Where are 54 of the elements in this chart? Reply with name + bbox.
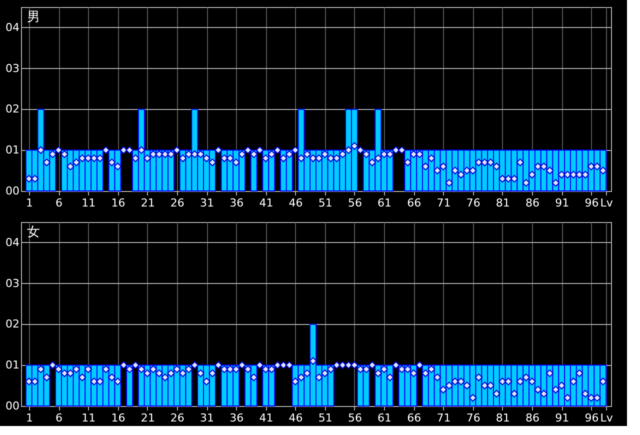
x-tick-label: 6	[56, 412, 63, 424]
x-tick-label: 26	[170, 196, 184, 210]
y-tick-label: 00	[6, 184, 20, 198]
x-tick-label: 71	[436, 412, 451, 424]
chart-title: 女	[27, 225, 40, 240]
y-tick-label: 02	[6, 102, 20, 116]
x-tick-label: 36	[230, 196, 244, 210]
x-tick-label: Lv	[600, 412, 614, 424]
x-tick-label: 46	[288, 412, 303, 424]
y-tick-label: 03	[6, 62, 20, 75]
x-tick-label: 61	[378, 196, 392, 210]
x-tick-label: 71	[436, 196, 451, 210]
x-tick-label: Lv	[600, 196, 614, 210]
x-tick-label: 66	[407, 412, 422, 424]
x-tick-label: 11	[82, 412, 96, 424]
x-tick-label: 86	[526, 196, 540, 210]
y-tick-label: 00	[6, 400, 20, 412]
y-tick-label: 01	[6, 144, 20, 157]
x-tick-label: 16	[111, 196, 126, 210]
x-tick-label: 11	[82, 196, 96, 210]
chart-title: 男	[27, 10, 40, 25]
x-tick-label: 76	[466, 196, 480, 210]
y-tick-label: 04	[6, 20, 20, 34]
x-tick-label: 81	[496, 196, 510, 210]
x-tick-label: 21	[140, 196, 155, 210]
x-tick-label: 51	[318, 196, 332, 210]
x-tick-label: 1	[26, 412, 33, 424]
x-tick-label: 1	[26, 196, 33, 210]
x-tick-label: 96	[584, 412, 599, 424]
x-tick-label: 76	[466, 412, 480, 424]
y-tick-label: 03	[6, 276, 20, 290]
y-tick-label: 04	[6, 236, 20, 249]
x-tick-label: 41	[259, 196, 274, 210]
x-tick-label: 56	[348, 196, 362, 210]
x-tick-label: 91	[555, 412, 570, 424]
x-tick-label: 41	[259, 412, 274, 424]
x-tick-label: 51	[318, 412, 332, 424]
x-tick-label: 56	[348, 412, 362, 424]
x-tick-label: 46	[288, 196, 303, 210]
x-tick-label: 36	[230, 412, 244, 424]
x-tick-label: 31	[200, 196, 214, 210]
x-tick-label: 26	[170, 412, 184, 424]
x-tick-label: 96	[584, 196, 599, 210]
x-tick-label: 81	[496, 412, 510, 424]
x-tick-label: 91	[555, 196, 570, 210]
x-tick-label: 6	[56, 196, 63, 210]
x-tick-label: 21	[140, 412, 155, 424]
x-tick-label: 31	[200, 412, 214, 424]
y-tick-label: 01	[6, 358, 20, 372]
x-tick-label: 66	[407, 196, 422, 210]
y-tick-label: 02	[6, 318, 20, 331]
x-tick-label: 86	[526, 412, 540, 424]
x-tick-label: 16	[111, 412, 126, 424]
x-tick-label: 61	[378, 412, 392, 424]
